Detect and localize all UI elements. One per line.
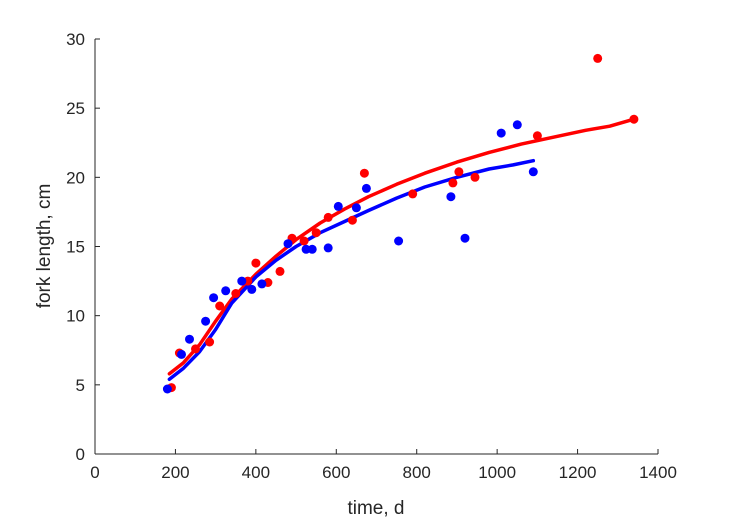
x-ticks: 0 200 400 600 800 1000 1200 1400 xyxy=(90,449,677,482)
data-point-series-2 xyxy=(209,293,219,303)
data-point-series-1 xyxy=(231,289,241,298)
data-point-series-1 xyxy=(448,178,458,188)
data-point-series-2 xyxy=(394,236,404,246)
data-point-series-2 xyxy=(247,284,257,294)
y-tick-label: 10 xyxy=(66,307,85,326)
data-point-series-1 xyxy=(347,215,357,225)
data-points xyxy=(162,53,639,394)
data-point-series-2 xyxy=(528,167,538,177)
x-tick-label: 800 xyxy=(403,463,431,482)
fit-curves xyxy=(167,117,636,382)
data-point-series-1 xyxy=(470,172,480,182)
data-point-series-2 xyxy=(446,192,456,202)
data-point-series-2 xyxy=(162,384,172,394)
data-point-series-2 xyxy=(333,201,343,211)
x-tick-label: 1200 xyxy=(559,463,597,482)
data-point-series-2 xyxy=(177,349,186,359)
data-point-series-1 xyxy=(215,301,225,311)
data-point-series-1 xyxy=(311,228,321,238)
data-point-series-2 xyxy=(351,203,361,213)
data-point-series-2 xyxy=(283,239,293,249)
y-tick-label: 30 xyxy=(66,30,85,49)
data-point-series-2 xyxy=(323,243,333,253)
y-tick-label: 20 xyxy=(66,168,85,187)
x-tick-label: 200 xyxy=(161,463,189,482)
data-point-series-1 xyxy=(454,167,464,177)
data-point-series-2 xyxy=(201,316,211,326)
y-tick-label: 0 xyxy=(76,445,85,464)
data-point-series-2 xyxy=(496,128,506,138)
data-point-series-1 xyxy=(251,258,261,268)
data-point-series-1 xyxy=(323,212,333,222)
x-tick-label: 1400 xyxy=(639,463,677,482)
y-axis-label: fork length, cm xyxy=(34,184,55,309)
data-point-series-2 xyxy=(460,233,470,243)
data-point-series-1 xyxy=(205,337,215,347)
x-tick-label: 1000 xyxy=(478,463,516,482)
x-tick-label: 400 xyxy=(242,463,270,482)
data-point-series-2 xyxy=(307,244,317,254)
data-point-series-1 xyxy=(408,189,418,199)
x-tick-label: 600 xyxy=(322,463,350,482)
axes xyxy=(94,39,658,455)
data-point-series-2 xyxy=(237,276,247,286)
y-tick-label: 15 xyxy=(66,238,85,257)
data-point-series-2 xyxy=(257,279,267,289)
x-tick-label: 0 xyxy=(90,463,99,482)
data-point-series-1 xyxy=(593,53,603,63)
fit-curve-series-2 xyxy=(167,158,536,382)
data-point-series-1 xyxy=(532,131,542,141)
data-point-series-2 xyxy=(361,183,371,193)
data-point-series-1 xyxy=(275,266,285,276)
data-point-series-1 xyxy=(191,344,200,354)
y-ticks: 0 5 10 15 20 25 30 xyxy=(66,30,100,464)
data-point-series-1 xyxy=(299,236,309,246)
y-tick-label: 5 xyxy=(76,376,85,395)
data-point-series-2 xyxy=(185,334,194,344)
y-tick-label: 25 xyxy=(66,99,85,118)
data-point-series-2 xyxy=(512,120,522,130)
data-point-series-1 xyxy=(629,114,639,124)
data-point-series-1 xyxy=(359,168,369,178)
fit-curve-series-1 xyxy=(167,117,636,376)
x-axis-label: time, d xyxy=(347,498,404,519)
data-point-series-2 xyxy=(221,286,231,296)
